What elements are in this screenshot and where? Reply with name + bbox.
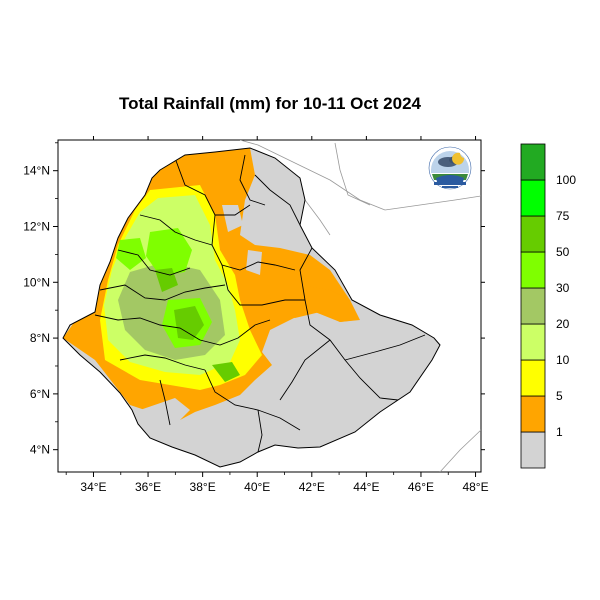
neighbor-borders — [239, 140, 481, 472]
colorbar-label: 1 — [556, 425, 563, 439]
ethiopia-border — [62, 147, 441, 468]
x-tick-label: 34°E — [80, 480, 106, 494]
chart-title: Total Rainfall (mm) for 10-11 Oct 2024 — [119, 94, 421, 113]
colorbar-label: 20 — [556, 317, 570, 331]
x-tick-label: 36°E — [135, 480, 161, 494]
colorbar: 1 5 10 20 30 50 75 100 — [520, 143, 576, 469]
colorbar-swatch — [520, 287, 546, 325]
y-tick-label: 10°N — [23, 275, 50, 289]
x-tick-label: 38°E — [190, 480, 216, 494]
x-tick-label: 46°E — [408, 480, 434, 494]
region-boundaries — [94, 154, 426, 453]
colorbar-swatch — [520, 359, 546, 397]
ethiopia-map — [62, 147, 441, 468]
y-tick-label: 14°N — [23, 164, 50, 178]
y-axis: 14°N 12°N 10°N 8°N 6°N 4°N — [23, 142, 485, 457]
colorbar-swatch — [520, 179, 546, 217]
x-tick-label: 42°E — [299, 480, 325, 494]
colorbar-label: 50 — [556, 245, 570, 259]
colorbar-swatch — [520, 215, 546, 253]
x-tick-label: 48°E — [462, 480, 488, 494]
colorbar-label: 75 — [556, 209, 570, 223]
colorbar-swatch — [520, 431, 546, 469]
colorbar-swatch — [520, 395, 546, 433]
colorbar-label: 100 — [556, 173, 576, 187]
x-axis: 34°E 36°E 38°E 40°E 42°E 44°E 46°E 48°E — [65, 136, 489, 494]
x-tick-label: 44°E — [353, 480, 379, 494]
y-tick-label: 6°N — [30, 387, 50, 401]
colorbar-label: 5 — [556, 389, 563, 403]
y-tick-label: 4°N — [30, 443, 50, 457]
colorbar-swatch — [520, 323, 546, 361]
x-tick-label: 40°E — [244, 480, 270, 494]
y-tick-label: 12°N — [23, 219, 50, 233]
agency-logo — [428, 146, 472, 190]
y-tick-label: 8°N — [30, 331, 50, 345]
colorbar-label: 30 — [556, 281, 570, 295]
colorbar-swatch — [520, 251, 546, 289]
rainfall-fill — [63, 148, 360, 428]
colorbar-label: 10 — [556, 353, 570, 367]
colorbar-swatch — [520, 143, 546, 181]
